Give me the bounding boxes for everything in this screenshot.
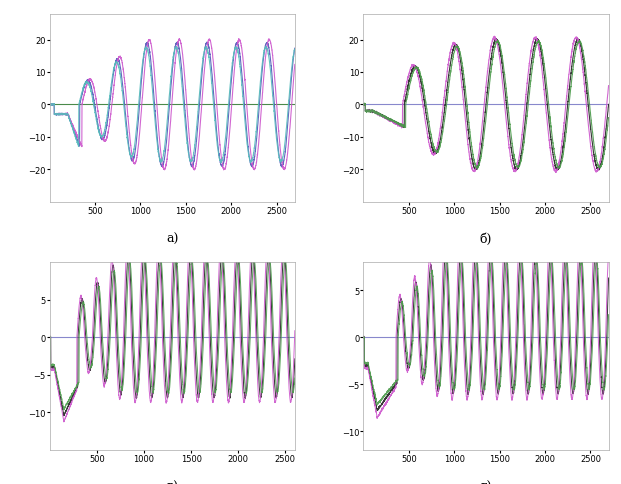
Text: а): а) (166, 232, 178, 245)
Text: б): б) (480, 232, 492, 245)
Text: г): г) (480, 480, 492, 484)
Text: в): в) (166, 480, 178, 484)
